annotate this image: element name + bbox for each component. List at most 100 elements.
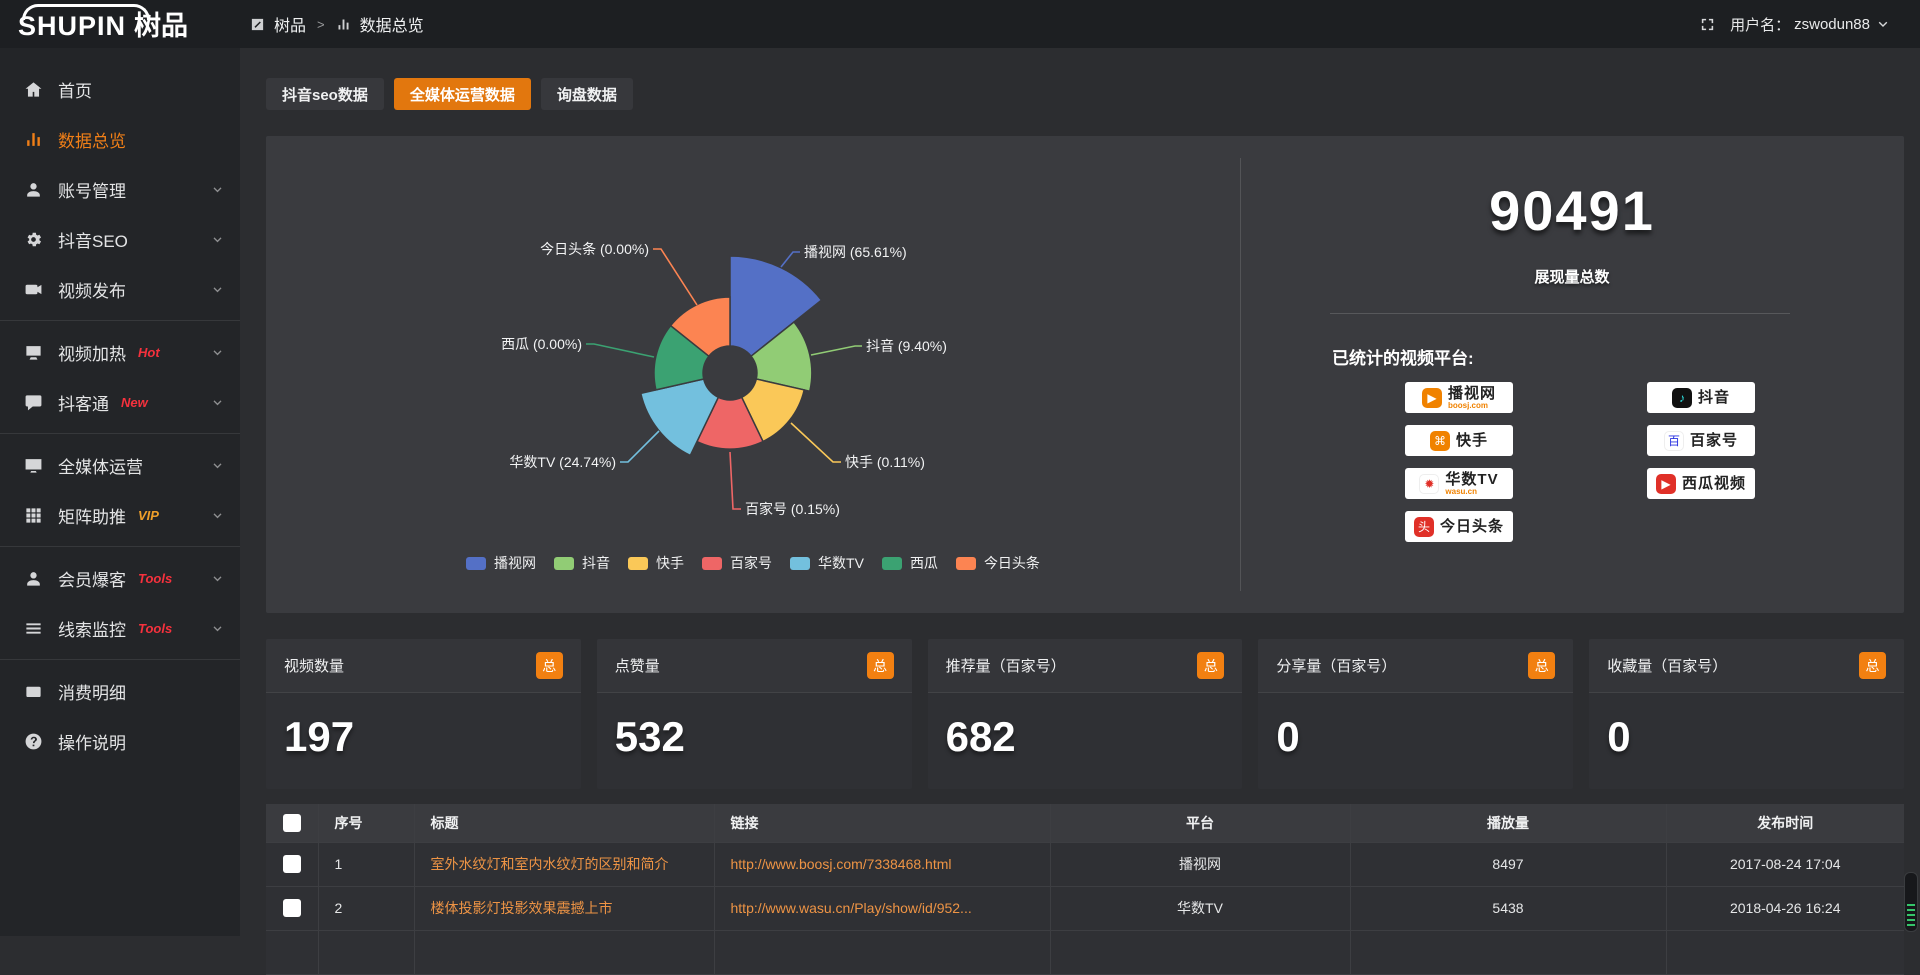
legend-swatch	[466, 557, 486, 570]
legend-label: 播视网	[494, 553, 536, 573]
summary-divider	[1330, 313, 1790, 314]
cell-link[interactable]: http://www.wasu.cn/Play/show/id/952...	[714, 886, 1050, 930]
sidebar-item-label: 线索监控	[58, 616, 126, 641]
platform-badge-百家号[interactable]: 百百家号	[1647, 425, 1755, 456]
sidebar-item-label: 消费明细	[58, 679, 126, 704]
pie-label: 今日头条 (0.00%)	[540, 241, 649, 257]
chevron-down-icon	[211, 346, 224, 359]
sidebar-divider	[0, 659, 240, 660]
pie-label: 百家号 (0.15%)	[745, 501, 840, 517]
platform-badge-快手[interactable]: ⌘ 快手	[1405, 425, 1513, 456]
sidebar-item-13[interactable]: 操作说明	[0, 716, 240, 766]
platform-badge-sub: boosj.com	[1448, 402, 1496, 410]
sidebar-item-label: 视频发布	[58, 277, 126, 302]
sidebar-item-label: 抖客通	[58, 390, 109, 415]
tab-1[interactable]: 抖音seo数据	[266, 78, 384, 110]
total-badge[interactable]: 总	[1197, 652, 1224, 679]
legend-swatch	[554, 557, 574, 570]
legend-swatch	[790, 557, 810, 570]
legend-item-今日头条[interactable]: 今日头条	[956, 553, 1040, 573]
cell-platform: 华数TV	[1050, 886, 1350, 930]
pie-label: 播视网 (65.61%)	[804, 244, 907, 260]
platform-badge-sub: wasu.cn	[1445, 488, 1498, 496]
sidebar-item-2[interactable]: 数据总览	[0, 114, 240, 164]
platform-badge-西瓜视频[interactable]: ▶西瓜视频	[1647, 468, 1755, 499]
chevron-down-icon	[211, 283, 224, 296]
legend-item-百家号[interactable]: 百家号	[702, 553, 772, 573]
sidebar-item-label: 会员爆客	[58, 566, 126, 591]
legend-swatch	[882, 557, 902, 570]
table-header-6: 发布时间	[1666, 804, 1904, 842]
pie-chart-area: 播视网 (65.61%)抖音 (9.40%)快手 (0.11%)百家号 (0.1…	[266, 136, 1240, 613]
legend-item-播视网[interactable]: 播视网	[466, 553, 536, 573]
stat-card-header: 分享量（百家号） 总	[1258, 639, 1573, 693]
platform-badge-label: 快手	[1456, 433, 1488, 448]
sidebar-item-badge: VIP	[138, 508, 159, 523]
legend-item-西瓜[interactable]: 西瓜	[882, 553, 938, 573]
logo-arc	[22, 4, 150, 20]
cell-plays: 8497	[1350, 842, 1666, 886]
cell-title[interactable]: 室外水纹灯和室内水纹灯的区别和简介	[414, 842, 714, 886]
sidebar-item-4[interactable]: 抖音SEO	[0, 214, 240, 264]
total-badge[interactable]: 总	[1859, 652, 1886, 679]
kuaishou-icon: ⌘	[1430, 431, 1450, 451]
row-checkbox[interactable]	[283, 899, 301, 917]
row-checkbox[interactable]	[283, 855, 301, 873]
chevron-down-icon	[211, 233, 224, 246]
platform-badge-label: 西瓜视频	[1682, 476, 1746, 491]
sidebar-item-12[interactable]: 消费明细	[0, 666, 240, 716]
cell-title[interactable]: 楼体投影灯投影效果震撼上市	[414, 886, 714, 930]
legend-item-华数TV[interactable]: 华数TV	[790, 553, 864, 573]
stat-card-title: 收藏量（百家号）	[1607, 655, 1727, 676]
stat-card-title: 分享量（百家号）	[1276, 655, 1396, 676]
sidebar-divider	[0, 320, 240, 321]
total-badge[interactable]: 总	[867, 652, 894, 679]
row-select-cell	[266, 886, 318, 930]
legend-item-抖音[interactable]: 抖音	[554, 553, 610, 573]
sidebar-item-5[interactable]: 视频发布	[0, 264, 240, 314]
tab-3[interactable]: 询盘数据	[541, 78, 633, 110]
chevron-down-icon	[211, 622, 224, 635]
fullscreen-icon[interactable]	[1699, 16, 1716, 33]
breadcrumb: 树品 > 数据总览	[250, 12, 424, 36]
sidebar-item-1[interactable]: 首页	[0, 64, 240, 114]
sidebar-item-8[interactable]: 全媒体运营	[0, 440, 240, 490]
legend-label: 百家号	[730, 553, 772, 573]
pie-label: 抖音 (9.40%)	[866, 338, 947, 354]
platform-badge-label: 抖音	[1698, 390, 1730, 405]
platform-badge-今日头条[interactable]: 头今日头条	[1405, 511, 1513, 542]
platform-badge-label: 华数TV	[1445, 472, 1498, 487]
floating-widget[interactable]	[1904, 872, 1918, 932]
total-badge[interactable]: 总	[536, 652, 563, 679]
tab-2[interactable]: 全媒体运营数据	[394, 78, 531, 110]
select-all-checkbox[interactable]	[283, 814, 301, 832]
cell-link[interactable]: http://www.boosj.com/7338468.html	[714, 842, 1050, 886]
breadcrumb-current[interactable]: 数据总览	[360, 12, 424, 36]
cell-plays: 5438	[1350, 886, 1666, 930]
legend-item-快手[interactable]: 快手	[628, 553, 684, 573]
rose-pie-chart[interactable]: 播视网 (65.61%)抖音 (9.40%)快手 (0.11%)百家号 (0.1…	[266, 136, 1240, 613]
stat-card-value: 682	[928, 693, 1243, 761]
video-camera-icon	[24, 280, 44, 299]
chevron-down-icon[interactable]	[1876, 17, 1890, 31]
platform-badge-抖音[interactable]: ♪抖音	[1647, 382, 1755, 413]
member-icon	[24, 569, 44, 588]
total-impressions-label: 展现量总数	[1240, 266, 1904, 287]
sidebar-item-label: 抖音SEO	[58, 227, 128, 252]
cell-time: 2017-08-24 17:04	[1666, 842, 1904, 886]
username-value[interactable]: zswodun88	[1794, 16, 1870, 33]
sidebar-item-3[interactable]: 账号管理	[0, 164, 240, 214]
chevron-down-icon	[211, 572, 224, 585]
total-badge[interactable]: 总	[1528, 652, 1555, 679]
breadcrumb-root[interactable]: 树品	[274, 12, 306, 36]
